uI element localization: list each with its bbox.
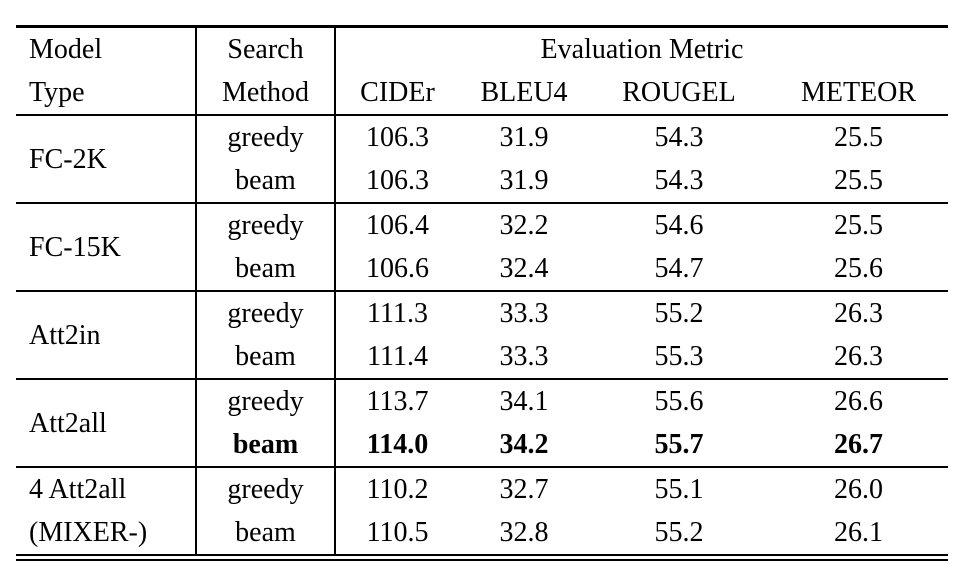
table-row-best-results: beam 114.0 34.2 55.7 26.7 [16, 423, 948, 467]
table-row: beam 106.3 31.9 54.3 25.5 [16, 159, 948, 203]
model-name-line: (MIXER-) [29, 517, 148, 548]
model-name-line: 4 Att2all [29, 474, 127, 505]
header-row-metrics: CIDEr BLEU4 ROUGEL METEOR [16, 71, 948, 115]
table-row: 4 Att2all (MIXER-) greedy 110.2 32.7 55.… [16, 467, 948, 555]
table-row: beam 111.4 33.3 55.3 26.3 [16, 335, 948, 379]
header-model-line2: Type [29, 77, 85, 108]
model-group-fc2k: FC-2K greedy 106.3 31.9 54.3 25.5 beam 1… [16, 115, 948, 203]
table-row: Att2in greedy 111.3 33.3 55.2 26.3 [16, 291, 948, 379]
model-name-line: Att2in [29, 319, 101, 351]
metric-value-cell: 106.4 [366, 210, 429, 241]
method-cell: greedy [196, 115, 336, 159]
table-bottom-double-rule: Model Type Search Method Evaluation Metr… [16, 25, 948, 561]
metric-value-cell: 54.7 [654, 253, 704, 284]
metric-value-cell: 32.4 [499, 253, 549, 284]
model-cell: Att2in [16, 291, 197, 379]
metric-value-cell: 26.3 [834, 298, 883, 329]
table-row: FC-2K greedy 106.3 31.9 54.3 25.5 [16, 115, 948, 203]
header-search-method: Search Method [196, 26, 336, 115]
metric-value-cell: 110.5 [366, 517, 429, 548]
metric-value-cell: 111.4 [367, 341, 428, 372]
header-model-type: Model Type [16, 26, 197, 115]
metric-value-cell: 55.3 [654, 341, 704, 372]
header-metric-bleu4: BLEU4 [480, 77, 568, 108]
method-cell: beam [196, 511, 336, 555]
metric-value-cell: 106.3 [366, 165, 429, 196]
model-cell: FC-2K [16, 115, 197, 203]
metric-value-cell: 25.6 [834, 253, 883, 284]
metric-value-cell: 111.3 [367, 298, 428, 329]
method-cell: beam [196, 335, 336, 379]
model-group-fc15k: FC-15K greedy 106.4 32.2 54.6 25.5 beam … [16, 203, 948, 291]
table-row: FC-15K greedy 106.4 32.2 54.6 25.5 [16, 203, 948, 291]
metric-value-cell: 25.5 [834, 165, 883, 196]
header-evaluation-metric-group: Evaluation Metric [540, 34, 744, 65]
header-metric-meteor: METEOR [800, 77, 917, 108]
method-cell: beam [196, 247, 336, 291]
header-metric-rougel: ROUGEL [622, 77, 736, 108]
metric-value-cell: 32.7 [499, 474, 549, 505]
metric-value-cell: 55.1 [654, 474, 704, 505]
metric-value-cell: 31.9 [499, 122, 549, 153]
model-cell: FC-15K [16, 203, 197, 291]
metric-value-cell: 34.2 [499, 429, 549, 460]
header-metric-cider: CIDEr [360, 77, 435, 108]
metric-value-cell: 26.6 [834, 386, 883, 417]
metric-value-cell: 54.3 [654, 165, 704, 196]
model-cell: 4 Att2all (MIXER-) [16, 467, 197, 555]
header-search-line2: Method [221, 77, 310, 108]
method-cell: greedy [196, 291, 336, 335]
results-table: Model Type Search Method Evaluation Metr… [16, 25, 948, 556]
header-search-line1: Search [227, 34, 304, 65]
metric-value-cell: 106.3 [366, 122, 429, 153]
metric-value-cell: 32.8 [499, 517, 549, 548]
table-row: beam 110.5 32.8 55.2 26.1 [16, 511, 948, 555]
table-row: Att2all greedy 113.7 34.1 55.6 26.6 [16, 379, 948, 467]
metric-value-cell: 31.9 [499, 165, 549, 196]
method-cell: greedy [196, 379, 336, 423]
metric-value-cell: 54.6 [654, 210, 704, 241]
metric-value-cell: 25.5 [834, 122, 883, 153]
method-cell: beam [196, 159, 336, 203]
model-group-att2all: Att2all greedy 113.7 34.1 55.6 26.6 beam… [16, 379, 948, 467]
table-header: Model Type Search Method Evaluation Metr… [16, 26, 948, 115]
metric-value-cell: 26.0 [834, 474, 883, 505]
model-name-line: FC-15K [29, 231, 121, 263]
metric-value-cell: 26.7 [834, 429, 883, 460]
model-name-line: FC-2K [29, 143, 107, 175]
metric-value-cell: 33.3 [499, 341, 549, 372]
metric-value-cell: 33.3 [499, 298, 549, 329]
model-cell: Att2all [16, 379, 197, 467]
method-cell: greedy [196, 467, 336, 511]
metric-value-cell: 34.1 [499, 386, 549, 417]
metric-value-cell: 55.6 [654, 386, 704, 417]
metric-value-cell: 114.0 [366, 429, 429, 460]
metric-value-cell: 25.5 [834, 210, 883, 241]
metric-value-cell: 32.2 [499, 210, 549, 241]
metric-value-cell: 55.2 [654, 298, 704, 329]
method-cell: greedy [196, 203, 336, 247]
method-cell: beam [196, 423, 336, 467]
metric-value-cell: 113.7 [366, 386, 429, 417]
metric-value-cell: 55.7 [654, 429, 704, 460]
metric-value-cell: 54.3 [654, 122, 704, 153]
model-name-line: Att2all [29, 407, 107, 439]
header-model-line1: Model [29, 34, 103, 65]
model-group-ensemble-att2all: 4 Att2all (MIXER-) greedy 110.2 32.7 55.… [16, 467, 948, 555]
metric-value-cell: 55.2 [654, 517, 704, 548]
metric-value-cell: 110.2 [366, 474, 429, 505]
metric-value-cell: 106.6 [366, 253, 429, 284]
header-row-top: Model Type Search Method Evaluation Metr… [16, 26, 948, 115]
metric-value-cell: 26.1 [834, 517, 883, 548]
model-group-att2in: Att2in greedy 111.3 33.3 55.2 26.3 beam … [16, 291, 948, 379]
table-row: beam 106.6 32.4 54.7 25.6 [16, 247, 948, 291]
metric-value-cell: 26.3 [834, 341, 883, 372]
